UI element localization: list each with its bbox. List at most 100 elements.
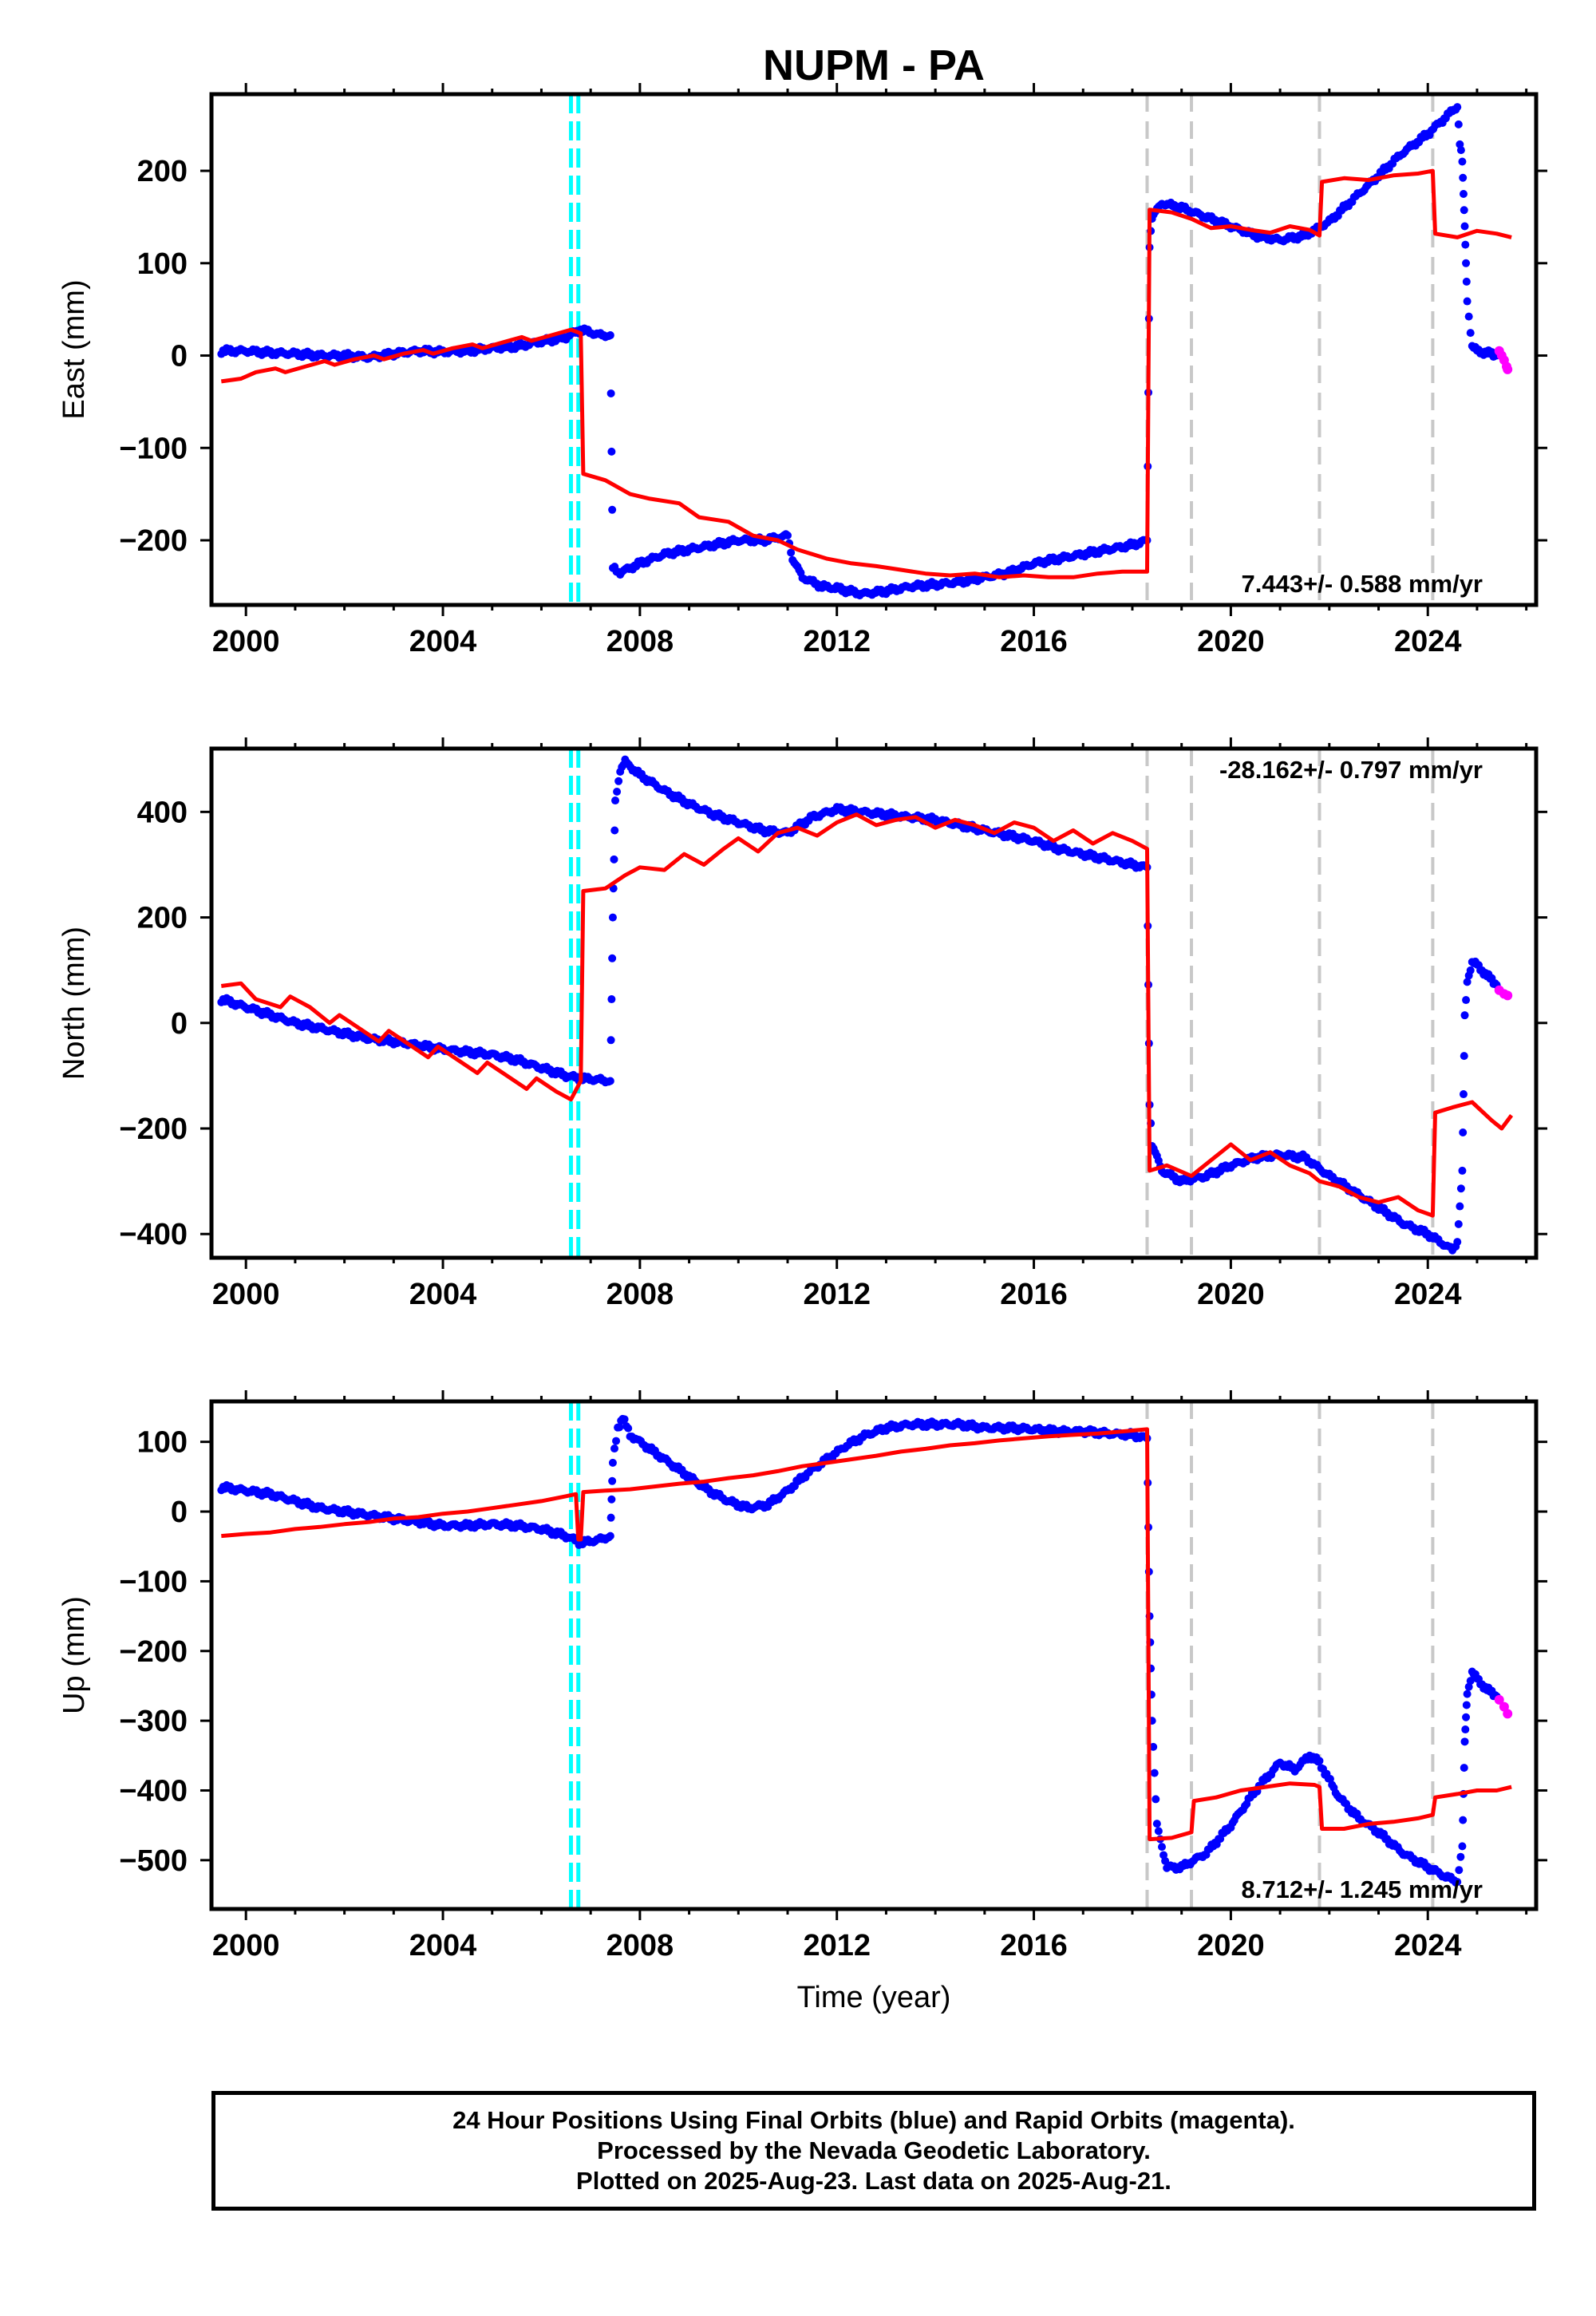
final-orbit-point: [610, 1445, 618, 1453]
final-orbit-point: [1464, 312, 1473, 321]
y-tick-label: −400: [119, 1218, 188, 1251]
final-orbit-point: [1463, 978, 1472, 986]
final-orbit-point: [1463, 1690, 1472, 1698]
x-tick-label: 2008: [606, 625, 674, 658]
final-orbit-point: [1158, 1843, 1167, 1852]
final-orbit-point: [613, 788, 622, 796]
rapid-orbit-point: [1503, 990, 1513, 1001]
up-panel: 2000 2004 2008 2012 2016 2020 2024 100 0 −100 −200…: [57, 1390, 1547, 1962]
y-tick-label: −200: [119, 1113, 188, 1146]
final-orbit-point: [607, 447, 616, 456]
final-orbit-point: [1455, 1866, 1464, 1875]
final-orbit-point: [1456, 146, 1465, 155]
y-tick-label: 0: [171, 1496, 188, 1529]
final-orbit-point: [1461, 1725, 1470, 1734]
x-tick-label: 2012: [803, 1929, 871, 1962]
plot-area: [217, 1414, 1513, 1887]
model-line: [221, 1427, 1512, 1842]
final-orbit-point: [1460, 1011, 1469, 1020]
info-line-plotted: Plotted on 2025-Aug-23. Last data on 202…: [576, 2167, 1171, 2195]
y-tick-label: −400: [119, 1774, 188, 1808]
x-axis-title: Time (year): [797, 1981, 951, 2014]
final-orbit-point: [607, 1495, 616, 1504]
info-line-processed: Processed by the Nevada Geodetic Laborat…: [597, 2136, 1151, 2164]
final-orbit-point: [1460, 1737, 1469, 1746]
final-orbit-point: [608, 1476, 617, 1485]
final-orbit-point: [615, 1423, 624, 1432]
final-orbit-point: [607, 995, 616, 1004]
final-orbit-point: [1461, 240, 1470, 249]
final-orbit-point: [606, 1531, 614, 1540]
final-orbit-point: [624, 1424, 633, 1433]
final-orbit-point: [1462, 1701, 1471, 1709]
y-tick-label: −200: [119, 524, 188, 558]
final-orbit-point: [1149, 1742, 1158, 1751]
y-tick-label: −500: [119, 1844, 188, 1878]
x-tick-label: 2008: [606, 1278, 674, 1311]
y-tick-label: 400: [137, 796, 188, 829]
x-tick-label: 2016: [1000, 625, 1068, 658]
final-orbit-point: [1454, 120, 1463, 128]
x-tick-label: 2024: [1394, 625, 1462, 658]
y-tick-label: −100: [119, 1565, 188, 1599]
panel-frame: [209, 1399, 1539, 1911]
final-orbit-point: [787, 548, 796, 557]
x-tick-label: 2000: [212, 1929, 280, 1962]
final-orbit-point: [1150, 1769, 1159, 1777]
final-orbit-point: [606, 331, 614, 340]
final-orbit-point: [1466, 966, 1475, 974]
final-orbit-point: [1453, 1238, 1462, 1247]
final-orbit-point: [1453, 1878, 1462, 1887]
x-tick-label: 2008: [606, 1929, 674, 1962]
x-tick-label: 2012: [803, 625, 871, 658]
info-box: 24 Hour Positions Using Final Orbits (bl…: [211, 2091, 1536, 2211]
final-orbit-point: [1466, 329, 1475, 338]
final-orbit-point: [1462, 259, 1471, 267]
final-orbit-point: [1454, 1219, 1463, 1228]
final-orbit-point: [614, 777, 623, 785]
final-orbit-point: [1459, 1128, 1468, 1136]
velocity-label: 8.712+/- 1.245 mm/yr: [1242, 1875, 1483, 1903]
final-orbit-point: [1456, 1852, 1465, 1861]
final-orbit-point: [610, 826, 619, 835]
velocity-label: -28.162+/- 0.797 mm/yr: [1219, 756, 1483, 784]
final-orbit-point: [1460, 222, 1469, 231]
final-orbit-point: [1459, 189, 1468, 198]
final-orbit-point: [1154, 1827, 1163, 1836]
y-axis-label: East (mm): [57, 279, 91, 419]
final-orbit-point: [1315, 1757, 1324, 1765]
final-orbit-point: [1463, 297, 1472, 306]
x-tick-label: 2004: [409, 1929, 477, 1962]
final-orbit-point: [1456, 1184, 1465, 1193]
final-orbit-point: [1458, 157, 1467, 166]
final-orbit-point: [606, 389, 615, 397]
y-tick-label: 100: [137, 247, 188, 281]
y-tick-label: −100: [119, 432, 188, 465]
x-tick-label: 2000: [212, 625, 280, 658]
x-tick-label: 2024: [1394, 1929, 1462, 1962]
final-orbit-point: [608, 1458, 617, 1467]
final-orbit-point: [1460, 1764, 1468, 1773]
velocity-label: 7.443+/- 0.588 mm/yr: [1242, 570, 1483, 598]
final-orbit-point: [784, 531, 792, 539]
x-tick-label: 2020: [1197, 625, 1265, 658]
x-tick-label: 2016: [1000, 1929, 1068, 1962]
final-orbit-point: [1152, 1820, 1161, 1828]
final-orbit-point: [1460, 206, 1468, 215]
chart-title: NUPM - PA: [763, 41, 985, 89]
final-orbit-point: [620, 1415, 629, 1424]
x-tick-label: 2020: [1197, 1278, 1265, 1311]
x-tick-label: 2012: [803, 1278, 871, 1311]
x-tick-label: 2024: [1394, 1278, 1462, 1311]
y-axis-label: Up (mm): [57, 1596, 91, 1714]
final-orbit-point: [1456, 1202, 1464, 1211]
x-tick-label: 2016: [1000, 1278, 1068, 1311]
y-tick-label: 200: [137, 155, 188, 188]
model-line: [220, 168, 1512, 579]
final-orbit-point: [1459, 173, 1468, 182]
final-orbit-point: [1460, 1052, 1468, 1061]
final-orbit-point: [608, 913, 617, 922]
final-orbit-point: [1462, 277, 1471, 286]
y-tick-label: −300: [119, 1705, 188, 1738]
